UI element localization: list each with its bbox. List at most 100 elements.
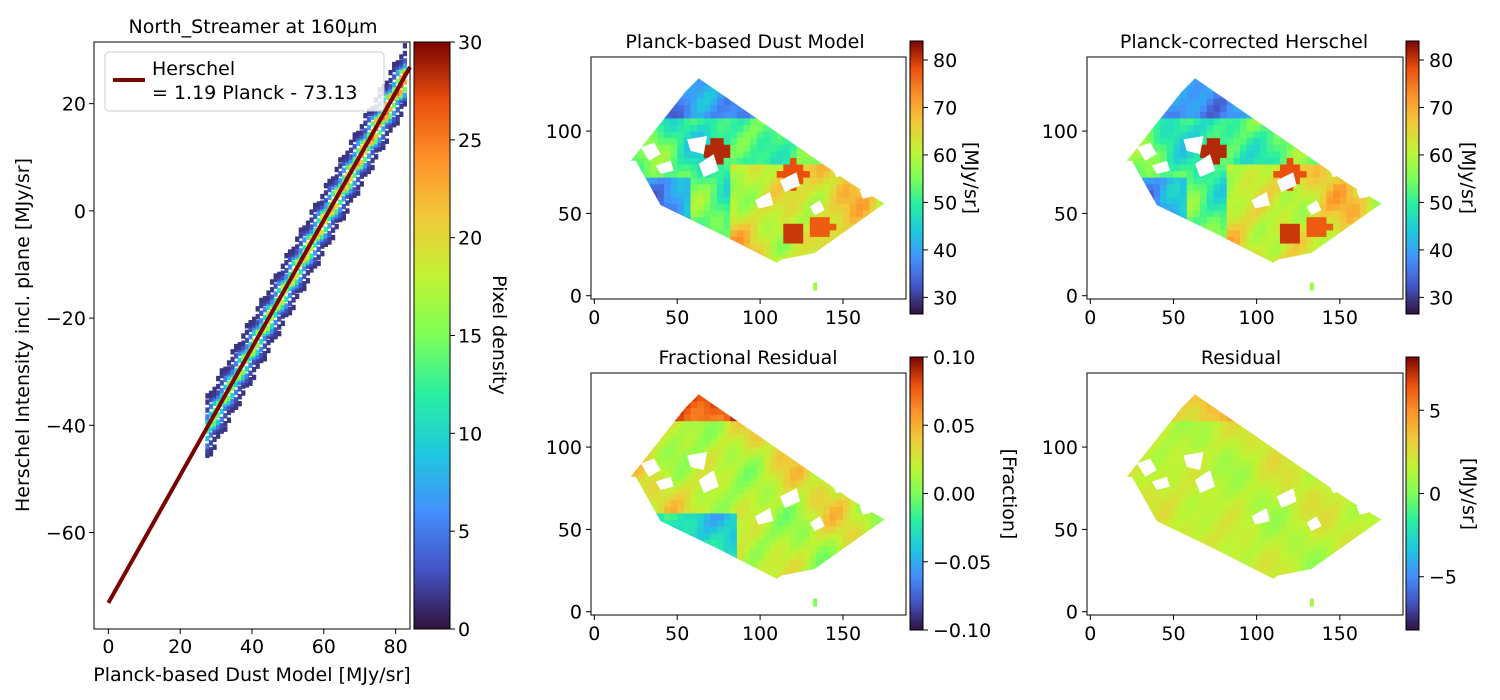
map-pixel	[776, 460, 784, 468]
map-pixel	[1126, 157, 1128, 165]
map-pixel	[1213, 111, 1221, 119]
density-cell	[291, 260, 296, 267]
map-pixel	[849, 420, 857, 428]
map-pixel	[836, 526, 844, 534]
density-cell	[277, 316, 282, 322]
map-pixel	[1153, 124, 1161, 132]
density-cell	[313, 213, 318, 220]
map-pixel	[677, 177, 685, 185]
map-pixel	[1146, 506, 1155, 514]
map-pixel	[1353, 249, 1361, 257]
density-cell	[291, 254, 296, 261]
map-pixel	[644, 565, 652, 573]
map-pixel	[849, 104, 857, 112]
map-pixel	[1213, 473, 1221, 481]
map-pixel	[1226, 559, 1234, 567]
map-pixel	[862, 433, 871, 441]
map-pixel	[882, 447, 885, 455]
map-pixel	[1173, 78, 1181, 86]
map-pixel	[697, 229, 705, 237]
density-cell	[388, 106, 393, 112]
map-pixel	[1140, 78, 1148, 86]
map-pixel	[776, 394, 784, 395]
map-pixel	[783, 519, 791, 527]
map-pixel	[730, 157, 738, 165]
map-pixel	[783, 78, 791, 86]
map-pixel	[1346, 236, 1354, 244]
map-pixel	[703, 78, 711, 86]
map-pixel	[703, 98, 711, 106]
map-pixel	[677, 506, 685, 514]
map-pixel	[723, 98, 731, 106]
map-pixel	[710, 539, 718, 547]
map-pixel	[816, 512, 824, 521]
map-pixel	[630, 440, 632, 448]
map-pixel	[1180, 532, 1188, 540]
map-pixel	[1226, 223, 1234, 231]
map-pixel	[630, 131, 638, 139]
density-cell	[374, 154, 379, 160]
density-cell	[399, 89, 404, 95]
map-pixel	[1279, 78, 1288, 79]
map-pixel	[810, 579, 817, 586]
map-pixel	[1133, 473, 1141, 481]
map-pixel	[743, 473, 751, 481]
y-tick-label: 20	[62, 94, 86, 116]
map-pixel	[823, 420, 831, 428]
map-pixel	[743, 78, 751, 79]
map-pixel	[809, 394, 817, 402]
map-pixel	[816, 552, 824, 560]
map-pixel	[1339, 78, 1347, 86]
map-pixel	[856, 394, 864, 402]
map-pixel	[1213, 183, 1221, 191]
map-pixel	[803, 249, 811, 257]
map-pixel	[803, 552, 811, 560]
map-pixel	[1353, 104, 1361, 112]
map-pixel	[809, 150, 817, 158]
map-pixel	[743, 170, 751, 178]
map-pixel	[1366, 98, 1374, 106]
map-pixel	[843, 91, 851, 99]
map-pixel	[1233, 157, 1241, 165]
colorbar	[909, 356, 924, 631]
map-pixel	[1146, 552, 1155, 560]
map-pixel	[1126, 229, 1128, 237]
map-pixel	[869, 183, 877, 191]
map-pixel	[1133, 572, 1141, 579]
map-pixel	[876, 440, 884, 448]
map-pixel	[1359, 84, 1367, 93]
map-pixel	[750, 559, 758, 567]
map-pixel	[1273, 137, 1281, 145]
map-pixel	[644, 433, 652, 441]
map-pixel	[703, 414, 711, 422]
map-pixel	[690, 196, 698, 205]
map-pixel	[1213, 216, 1221, 224]
map-pixel	[836, 78, 844, 86]
map-pixel	[736, 466, 745, 474]
map-pixel	[776, 98, 784, 106]
map-pixel	[882, 473, 885, 481]
map-pixel	[637, 124, 645, 132]
map-pixel	[1213, 460, 1221, 468]
map-pixel	[644, 545, 652, 553]
map-pixel	[677, 236, 685, 244]
map-pixel	[1180, 552, 1188, 560]
map-pixel	[703, 84, 711, 93]
map-pixel	[736, 229, 745, 237]
map-pixel	[1213, 486, 1221, 494]
density-cell	[334, 166, 339, 173]
map-pixel	[783, 545, 791, 553]
map-pixel	[829, 512, 837, 521]
map-pixel	[843, 493, 851, 501]
density-cell	[205, 448, 210, 454]
map-pixel	[743, 223, 751, 231]
map-pixel	[1220, 460, 1228, 468]
map-pixel	[1339, 98, 1347, 106]
map-title: Residual	[1201, 347, 1281, 369]
map-pixel	[1140, 506, 1148, 514]
map-pixel	[663, 559, 672, 567]
map-pixel	[1186, 190, 1194, 198]
map-pixel	[1379, 210, 1382, 218]
map-pixel	[1126, 433, 1135, 441]
map-pixel	[1359, 223, 1367, 231]
